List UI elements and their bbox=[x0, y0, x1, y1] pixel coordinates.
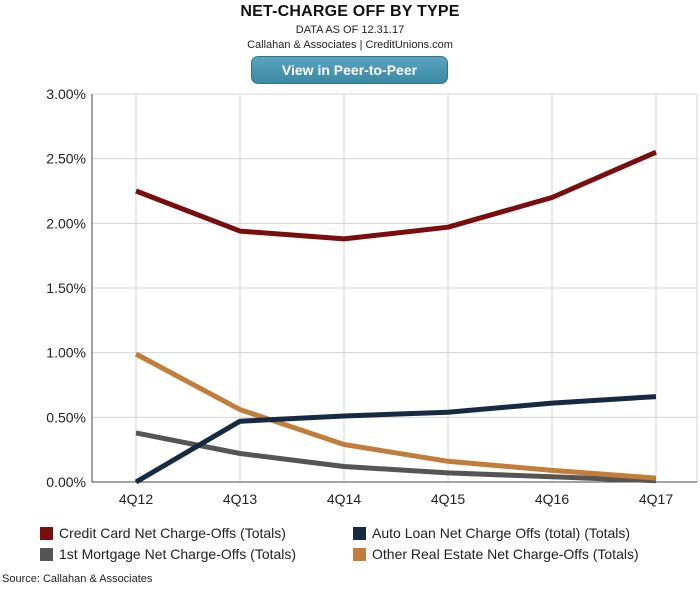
line-chart: 0.00% 0.50% 1.00% 1.50% 2.00% 2.50% 3.00% 4Q12 4… bbox=[46, 86, 698, 507]
legend-label-credit-card: Credit Card Net Charge-Offs (Totals) bbox=[59, 525, 286, 541]
x-tick-label: 4Q14 bbox=[327, 491, 361, 507]
chart-title: NET-CHARGE OFF BY TYPE bbox=[240, 3, 460, 20]
x-tick-label: 4Q15 bbox=[431, 491, 465, 507]
y-tick-label: 0.50% bbox=[46, 409, 86, 425]
source-note: Source: Callahan & Associates bbox=[2, 573, 153, 585]
x-tick-label: 4Q16 bbox=[535, 491, 569, 507]
chart-credit: Callahan & Associates | CreditUnions.com bbox=[247, 39, 453, 51]
series-line-credit-card bbox=[135, 149, 657, 242]
y-tick-label: 1.00% bbox=[46, 345, 86, 361]
x-tick-label: 4Q13 bbox=[223, 491, 257, 507]
y-tick-label: 1.50% bbox=[46, 280, 86, 296]
y-tick-label: 2.50% bbox=[46, 151, 86, 167]
legend-label-mortgage: 1st Mortgage Net Charge-Offs (Totals) bbox=[59, 546, 297, 562]
legend-swatch-credit-card bbox=[40, 526, 53, 540]
y-tick-label: 3.00% bbox=[46, 86, 86, 102]
series-line-mortgage bbox=[135, 430, 657, 484]
legend-label-auto-loan: Auto Loan Net Charge Offs (total) (Total… bbox=[372, 525, 631, 541]
series-line-auto-loan bbox=[134, 394, 657, 485]
legend-label-real-estate: Other Real Estate Net Charge-Offs (Total… bbox=[372, 546, 639, 562]
legend-swatch-mortgage bbox=[40, 547, 53, 561]
series-line-real-estate bbox=[134, 351, 657, 481]
legend-item-credit-card[interactable]: Credit Card Net Charge-Offs (Totals) bbox=[40, 525, 286, 541]
legend-swatch-real-estate bbox=[353, 547, 366, 561]
y-tick-label: 0.00% bbox=[46, 474, 86, 490]
legend-item-auto-loan[interactable]: Auto Loan Net Charge Offs (total) (Total… bbox=[353, 525, 630, 541]
legend-item-real-estate[interactable]: Other Real Estate Net Charge-Offs (Total… bbox=[353, 546, 639, 562]
chart-subtitle: DATA AS OF 12.31.17 bbox=[295, 24, 405, 36]
x-tick-label: 4Q12 bbox=[119, 491, 153, 507]
legend-swatch-auto-loan bbox=[353, 526, 366, 540]
x-tick-label: 4Q17 bbox=[639, 491, 673, 507]
legend-item-mortgage[interactable]: 1st Mortgage Net Charge-Offs (Totals) bbox=[40, 546, 296, 562]
y-tick-label: 2.00% bbox=[46, 215, 86, 231]
view-in-peer-to-peer-button[interactable]: View in Peer-to-Peer bbox=[251, 56, 448, 84]
